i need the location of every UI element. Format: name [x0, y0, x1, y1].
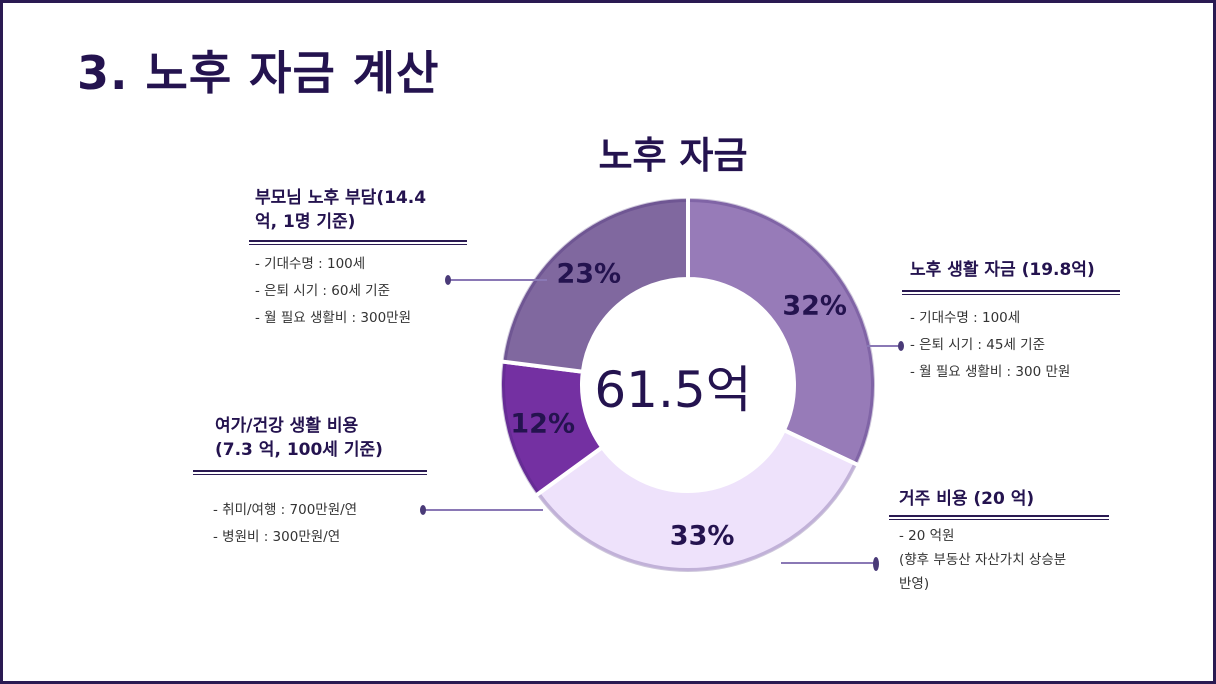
annotation-living-list: - 기대수명 : 100세 - 은퇴 시기 : 45세 기준 - 월 필요 생활…: [902, 305, 1120, 386]
slice-edge-living: [689, 198, 875, 463]
annotation-leisure: 여가/건강 생활 비용 (7.3 억, 100세 기준) - 취미/여행 : 7…: [193, 414, 427, 551]
leader-line-leisure: [423, 509, 543, 511]
list-item: - 병원비 : 300만원/연: [213, 529, 341, 545]
annotation-living-heading: 노후 생활 자금 (19.8억): [910, 260, 1095, 280]
chart-title: 노후 자금: [598, 134, 748, 177]
annotation-housing-item: - 20 억원: [899, 528, 955, 544]
annotation-parents: 부모님 노후 부담(14.4 억, 1명 기준) - 기대수명 : 100세 -…: [249, 186, 467, 332]
slice-edge-parents: [502, 198, 687, 361]
slice-label-parents: 23%: [556, 258, 621, 289]
slice-edge-housing: [537, 464, 857, 572]
annotation-housing-heading: 거주 비용 (20 억): [899, 489, 1035, 509]
donut-center-total: 61.5억: [594, 361, 751, 419]
slice-label-housing: 33%: [670, 520, 735, 551]
annotation-leisure-list: - 취미/여행 : 700만원/연 - 병원비 : 300만원/연: [193, 497, 427, 551]
list-item: - 은퇴 시기 : 45세 기준: [910, 337, 1045, 353]
leader-dot-leisure: [420, 505, 426, 515]
annotation-housing: 거주 비용 (20 억) - 20 억원 (향후 부동산 자산가치 상승분 반영…: [889, 487, 1109, 596]
annotation-living-rule: [902, 290, 1120, 295]
annotation-housing-note: (향후 부동산 자산가치 상승분 반영): [899, 552, 1067, 592]
leader-dot-housing: [873, 557, 879, 571]
annotation-parents-rule: [249, 240, 467, 245]
slice-edge-leisure: [501, 363, 539, 494]
slice-housing: [533, 427, 861, 575]
leader-line-parents: [449, 279, 547, 281]
donut-chart: 32% 33% 12% 23% 61.5억: [498, 194, 878, 575]
slice-label-living: 32%: [782, 291, 847, 322]
slice-label-leisure: 12%: [510, 408, 575, 439]
leader-line-housing: [781, 562, 877, 564]
annotation-living: 노후 생활 자금 (19.8억) - 기대수명 : 100세 - 은퇴 시기 :…: [902, 258, 1120, 386]
annotation-leisure-rule: [193, 470, 427, 475]
list-item: - 월 필요 생활비 : 300 만원: [910, 364, 1071, 380]
annotation-leisure-heading: 여가/건강 생활 비용 (7.3 억, 100세 기준): [215, 416, 383, 460]
leader-dot-parents: [445, 275, 451, 285]
list-item: - 은퇴 시기 : 60세 기준: [255, 283, 390, 299]
list-item: - 기대수명 : 100세: [255, 256, 366, 272]
list-item: - 취미/여행 : 700만원/연: [213, 502, 358, 518]
list-item: - 월 필요 생활비 : 300만원: [255, 310, 412, 326]
page-title: 3. 노후 자금 계산: [77, 46, 440, 100]
annotation-parents-list: - 기대수명 : 100세 - 은퇴 시기 : 60세 기준 - 월 필요 생활…: [249, 251, 467, 332]
leader-line-living: [867, 345, 903, 347]
leader-dot-living: [898, 341, 904, 351]
list-item: - 기대수명 : 100세: [910, 310, 1021, 326]
annotation-housing-rule: [889, 515, 1109, 520]
slice-parents: [499, 194, 690, 374]
slice-living: [686, 194, 878, 468]
annotation-parents-heading: 부모님 노후 부담(14.4 억, 1명 기준): [255, 188, 427, 232]
